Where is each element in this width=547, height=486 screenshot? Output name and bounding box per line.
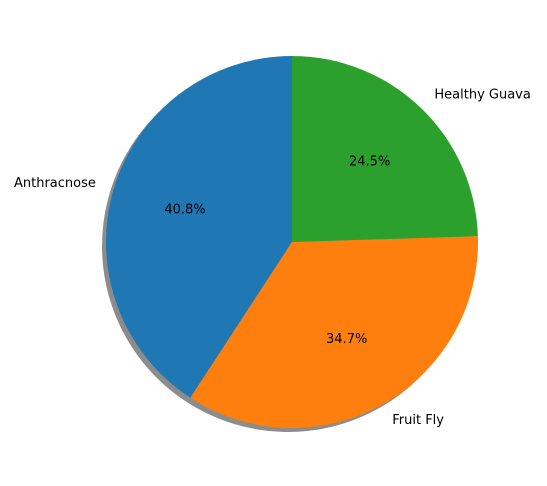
slice-label-anthracnose: Anthracnose [14, 176, 96, 191]
pct-label-fruit-fly: 34.7% [326, 332, 367, 347]
pie-labels: 40.8% Anthracnose 34.7% Fruit Fly 24.5% Healt… [14, 88, 531, 428]
pie-slices [106, 56, 478, 428]
slice-fruit-fly [190, 236, 478, 428]
slice-label-fruit-fly: Fruit Fly [392, 413, 444, 428]
pct-label-anthracnose: 40.8% [164, 203, 205, 218]
pct-label-healthy-guava: 24.5% [349, 154, 390, 169]
slice-label-healthy-guava: Healthy Guava [434, 88, 530, 103]
slice-healthy-guava [292, 56, 478, 242]
slice-anthracnose [106, 56, 292, 398]
